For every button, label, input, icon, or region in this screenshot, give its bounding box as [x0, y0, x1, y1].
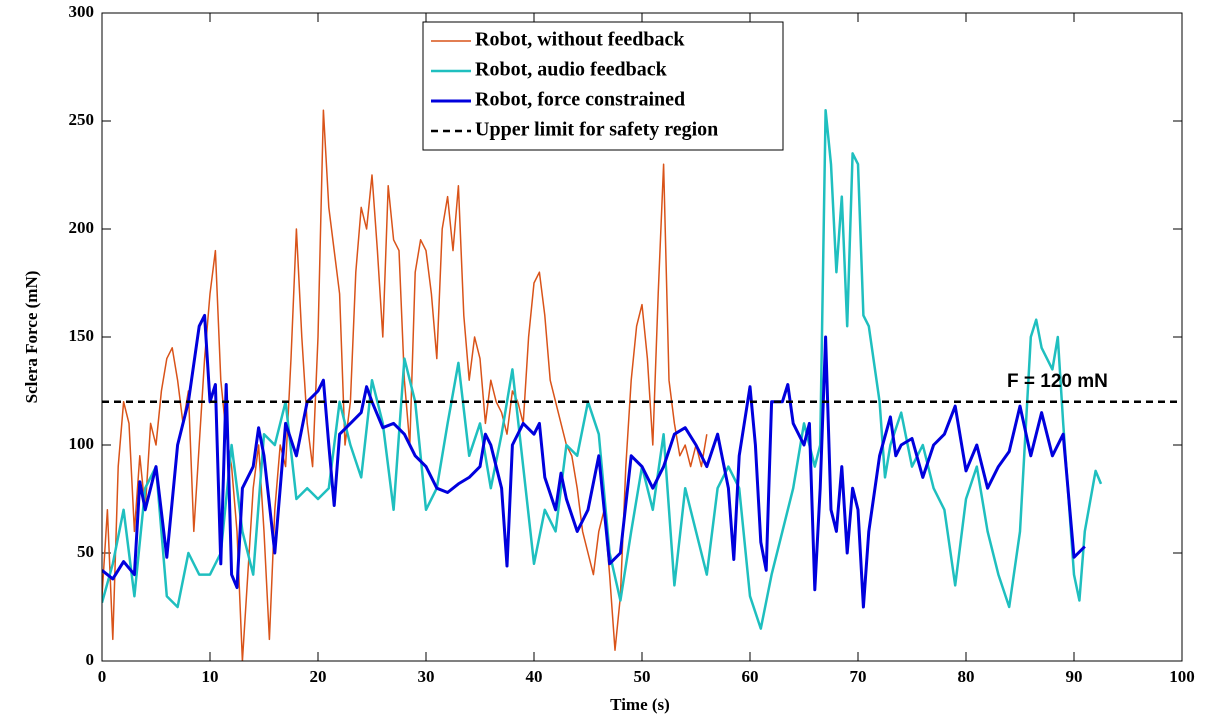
axes-box: [101, 12, 1183, 662]
legend-label: Robot, force constrained: [475, 89, 685, 111]
series-line: [102, 313, 1086, 609]
y-tick-label: 250: [69, 110, 95, 129]
series-line: [102, 108, 1103, 630]
x-tick-label: 80: [958, 667, 975, 686]
y-tick-label: 200: [69, 218, 95, 237]
x-tick-label: 10: [202, 667, 219, 686]
annotation: F = 120 mN: [1007, 371, 1108, 392]
y-tick-label: 150: [69, 326, 95, 345]
x-tick-label: 30: [418, 667, 435, 686]
x-tick-label: 20: [310, 667, 327, 686]
x-tick-label: 100: [1169, 667, 1195, 686]
x-tick-label: 60: [742, 667, 759, 686]
legend-label: Robot, without feedback: [475, 29, 685, 51]
x-axis-label: Time (s): [610, 695, 670, 714]
legend: Robot, without feedback Robot, audio feed…: [422, 21, 784, 151]
x-tick-label: 90: [1066, 667, 1083, 686]
x-tick-label: 50: [634, 667, 651, 686]
y-tick-label: 100: [69, 434, 95, 453]
legend-label: Robot, audio feedback: [475, 59, 668, 81]
legend-box: [422, 21, 784, 151]
legend-label: Upper limit for safety region: [475, 119, 718, 141]
x-tick-label: 0: [98, 667, 107, 686]
y-tick-label: 0: [86, 650, 95, 669]
y-tick-label: 300: [69, 2, 95, 21]
y-axis-label: Sclera Force (mN): [22, 271, 41, 404]
x-tick-label: 70: [850, 667, 867, 686]
y-tick-label: 50: [77, 542, 94, 561]
x-tick-label: 40: [526, 667, 543, 686]
